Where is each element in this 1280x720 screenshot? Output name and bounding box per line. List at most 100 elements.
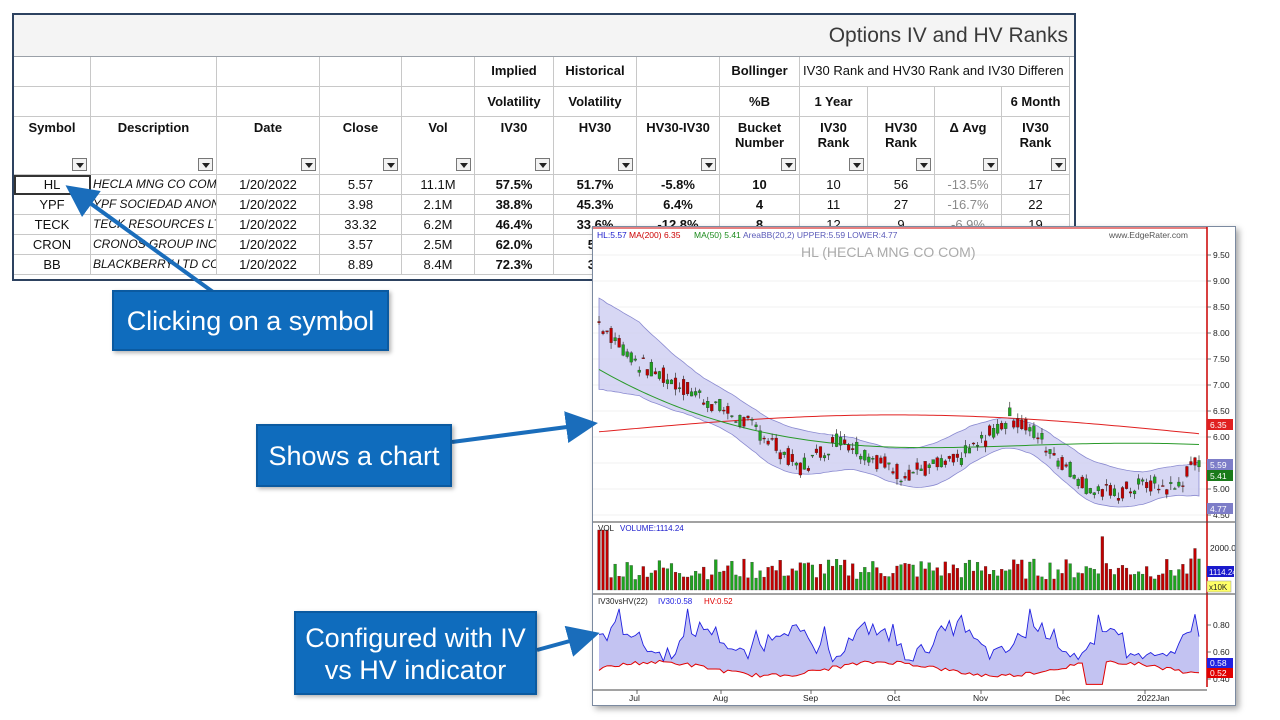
table-cell: 1/20/2022	[217, 195, 320, 215]
candle-body	[665, 379, 670, 384]
header-blank-r1	[320, 57, 402, 87]
filter-dropdown-icon[interactable]	[701, 158, 716, 171]
table-cell: 38.8%	[475, 195, 554, 215]
candle-body	[1108, 485, 1112, 496]
price-tick-label: 9.50	[1213, 250, 1230, 260]
filter-dropdown-icon[interactable]	[383, 158, 398, 171]
volume-bar	[975, 562, 980, 591]
volume-bar	[605, 529, 609, 591]
candle-body	[883, 456, 887, 468]
table-cell: CRONOS GROUP INC	[91, 235, 217, 255]
symbol-cell[interactable]: BB	[14, 255, 91, 275]
header-volatility-iv: Volatility	[475, 87, 554, 117]
candle-body	[1056, 460, 1060, 467]
volume-bar	[1096, 573, 1100, 591]
table-cell: 6.2M	[402, 215, 475, 235]
filter-dropdown-icon[interactable]	[916, 158, 931, 171]
column-header-sublabel: Rank	[885, 135, 917, 150]
stock-chart-window[interactable]: HL:5.57 MA(200) 6.35 MA(50) 5.41 AreaBB(…	[592, 226, 1241, 706]
filter-dropdown-icon[interactable]	[198, 158, 213, 171]
legend-ma200: MA(200) 6.35	[629, 230, 681, 240]
volume-bar	[665, 568, 670, 591]
volume-bar	[980, 570, 984, 591]
header-blank-r2	[91, 87, 217, 117]
volume-bar	[1149, 576, 1153, 591]
table-cell: 11	[800, 195, 868, 215]
candle-body	[959, 457, 963, 465]
filter-dropdown-icon[interactable]	[1051, 158, 1066, 171]
candle-body	[835, 433, 839, 447]
column-header-label: Date	[253, 120, 283, 135]
candle-body	[714, 401, 718, 403]
time-tick-label: 2022Jan	[1137, 693, 1170, 703]
volume-bar	[742, 558, 746, 591]
candle-body	[710, 404, 714, 412]
volume-bar	[625, 562, 629, 591]
ma50-line	[598, 368, 1200, 449]
candle-body	[855, 441, 859, 455]
volume-bar	[633, 579, 637, 591]
volume-bar	[613, 563, 617, 591]
volume-unit: x10K	[1209, 583, 1228, 592]
candle-body	[613, 337, 617, 342]
column-header-label: IV30	[500, 120, 528, 135]
filter-dropdown-icon[interactable]	[781, 158, 796, 171]
time-tick-label: Jul	[629, 693, 640, 703]
configured-arrow	[536, 625, 600, 657]
volume-bar	[758, 570, 762, 591]
filter-dropdown-icon[interactable]	[535, 158, 550, 171]
price-tick-label: 6.50	[1213, 406, 1230, 416]
price-tick-label: 4.50	[1213, 510, 1230, 520]
filter-dropdown-icon[interactable]	[456, 158, 471, 171]
filter-dropdown-icon[interactable]	[301, 158, 316, 171]
candle-body	[746, 415, 750, 419]
chart-canvas[interactable]: HL:5.57 MA(200) 6.35 MA(50) 5.41 AreaBB(…	[593, 227, 1241, 705]
table-cell: -13.5%	[935, 175, 1002, 195]
candle-body	[947, 456, 951, 459]
candle-body	[1116, 498, 1121, 501]
candle-body	[1040, 433, 1044, 440]
volume-bar	[714, 559, 718, 591]
candle-body	[1137, 478, 1141, 485]
volume-bar	[971, 570, 976, 591]
table-cell: 11.1M	[402, 175, 475, 195]
volume-bar	[1028, 561, 1032, 591]
table-cell: 1/20/2022	[217, 235, 320, 255]
symbol-cell[interactable]: HL	[14, 175, 91, 195]
volume-bar	[1004, 570, 1008, 591]
volume-bar	[911, 564, 915, 591]
candle-body	[1064, 464, 1068, 467]
column-header: IV30 Rank	[800, 117, 868, 175]
column-header: Δ Avg	[935, 117, 1002, 175]
candle-body	[673, 377, 678, 390]
candle-body	[955, 453, 959, 458]
bollinger-band	[598, 297, 1200, 508]
filter-dropdown-icon[interactable]	[618, 158, 633, 171]
volume-bar	[851, 563, 855, 591]
filter-dropdown-icon[interactable]	[72, 158, 87, 171]
volume-bar	[1120, 565, 1125, 591]
filter-dropdown-icon[interactable]	[849, 158, 864, 171]
column-header: Bucket Number	[720, 117, 800, 175]
table-cell: YPF SOCIEDAD ANONIMA	[91, 195, 217, 215]
symbol-cell[interactable]: CRON	[14, 235, 91, 255]
volume-bar	[1072, 577, 1076, 591]
volume-bar	[1100, 536, 1104, 591]
table-cell: 45.3%	[554, 195, 637, 215]
candle-body	[895, 464, 899, 480]
candle-body	[1024, 419, 1028, 431]
filter-dropdown-icon[interactable]	[983, 158, 998, 171]
candle-body	[625, 351, 629, 357]
table-cell: 51.7%	[554, 175, 637, 195]
candle-body	[750, 419, 754, 421]
header-blank-r2	[14, 87, 91, 117]
candle-body	[690, 391, 694, 397]
volume-bar	[1193, 548, 1197, 591]
volume-bar	[641, 566, 645, 591]
candle-body	[597, 321, 601, 323]
volume-bar	[746, 577, 750, 591]
symbol-cell[interactable]: TECK	[14, 215, 91, 235]
candle-body	[1173, 488, 1177, 490]
table-cell: 72.3%	[475, 255, 554, 275]
candle-body	[1012, 420, 1016, 428]
